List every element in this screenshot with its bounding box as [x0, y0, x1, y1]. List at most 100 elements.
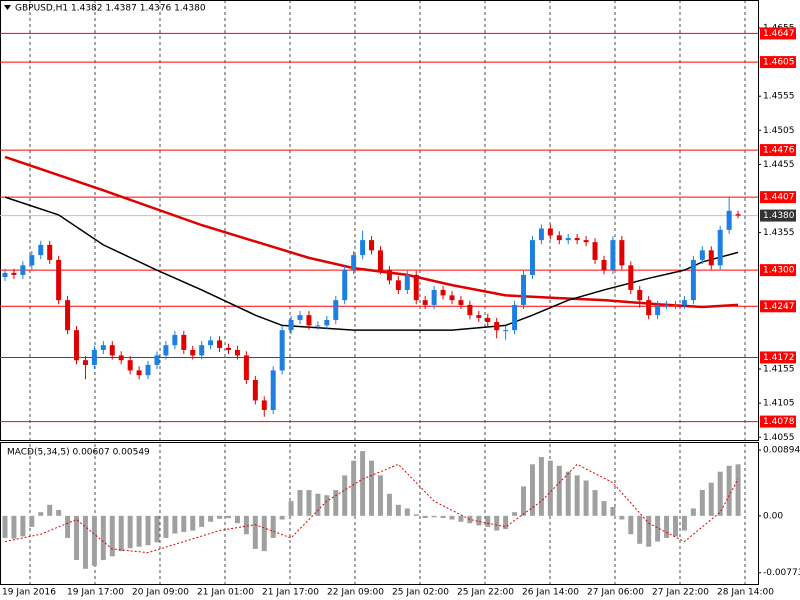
candle-body	[664, 304, 670, 306]
candle-body	[458, 300, 464, 305]
x-tick-label: 21 Jan 17:00	[262, 588, 319, 598]
level-label-box	[760, 264, 796, 277]
candle-body	[413, 274, 419, 301]
candle-body	[369, 240, 375, 251]
macd-bar	[628, 515, 634, 535]
candle-body	[91, 349, 97, 365]
candle-body	[190, 349, 196, 356]
macd-bar	[234, 515, 240, 524]
macd-bar	[369, 460, 375, 516]
candle-body	[172, 334, 178, 346]
candle-body	[521, 274, 527, 305]
candle-body	[735, 214, 741, 216]
macd-bar	[127, 515, 133, 549]
macd-bar	[619, 515, 625, 520]
macd-bar	[288, 501, 294, 516]
macd-bar	[261, 515, 267, 552]
macd-bar	[154, 515, 160, 543]
macd-bar	[592, 490, 598, 516]
macd-bar	[664, 515, 670, 538]
macd-bar	[91, 515, 97, 566]
macd-bar	[440, 515, 446, 519]
level-label-box	[760, 415, 796, 428]
macd-bar	[449, 515, 455, 520]
macd-bar	[583, 480, 589, 516]
candle-body	[333, 300, 339, 320]
candle-body	[56, 259, 62, 301]
candle-body	[29, 255, 35, 266]
macd-bar	[351, 460, 357, 516]
macd-bar	[386, 493, 392, 516]
macd-bar	[717, 471, 723, 516]
macd-bar	[699, 490, 705, 516]
candle-body	[565, 238, 571, 241]
x-tick-label: 20 Jan 09:00	[132, 588, 189, 598]
chart-title: GBPUSD,H1 1.4382 1.4387 1.4376 1.4380	[15, 4, 206, 14]
macd-bar	[226, 515, 231, 519]
level-label-box	[760, 144, 796, 157]
level-label: 1.4078	[763, 417, 795, 427]
candle-body	[360, 240, 366, 256]
candle-body	[503, 330, 509, 332]
candle-body	[315, 325, 321, 327]
macd-bar	[82, 515, 88, 569]
macd-bar	[360, 451, 366, 516]
candle-body	[673, 304, 678, 306]
x-tick-label: 19 Jan 17:00	[67, 588, 124, 598]
macd-bar	[610, 507, 616, 516]
candle-body	[556, 235, 562, 241]
macd-bar	[172, 515, 178, 534]
level-label: 1.4476	[763, 146, 795, 156]
level-label: 1.4300	[763, 266, 795, 276]
macd-bar	[726, 465, 732, 516]
macd-bar	[547, 460, 553, 516]
candle-body	[646, 300, 652, 316]
candle-body	[655, 304, 661, 316]
candle-body	[47, 244, 53, 260]
candle-body	[118, 355, 124, 361]
macd-bar	[29, 515, 35, 527]
x-tick-label: 28 Jan 14:00	[717, 588, 774, 598]
macd-bar	[38, 512, 44, 516]
macd-bar	[243, 515, 249, 535]
macd-bar	[431, 515, 437, 518]
candle-body	[386, 270, 392, 281]
candle-body	[217, 340, 223, 348]
candle-body	[529, 240, 535, 275]
candle-body	[297, 315, 303, 320]
level-label-box	[760, 351, 796, 364]
macd-panel-border	[0, 442, 759, 585]
macd-bar	[217, 515, 223, 519]
macd-bar	[690, 508, 696, 516]
macd-bar	[297, 490, 303, 516]
candle-body	[494, 321, 500, 331]
macd-bar	[485, 515, 491, 527]
macd-bar	[735, 464, 741, 516]
candle-body	[610, 240, 616, 271]
candle-body	[38, 244, 44, 256]
macd-bar	[422, 515, 428, 519]
macd-bar	[529, 464, 535, 516]
y-tick-label: 1.4105	[763, 399, 795, 409]
level-label: 1.4172	[763, 353, 795, 363]
candle-body	[82, 360, 88, 365]
macd-bar	[208, 515, 214, 522]
candle-body	[127, 360, 133, 371]
x-tick-label: 27 Jan 22:00	[652, 588, 709, 598]
macd-bar	[521, 486, 527, 516]
candle-body	[11, 272, 17, 275]
level-label-box	[760, 191, 796, 204]
indicator-title: MACD(5,34,5) 0.00607 0.00549	[7, 448, 150, 458]
macd-bar	[494, 515, 500, 531]
macd-bar	[190, 515, 196, 531]
macd-bar	[270, 515, 276, 538]
level-label: 1.4605	[763, 58, 795, 68]
macd-bar	[100, 515, 106, 560]
macd-bar	[109, 515, 115, 557]
candle-body	[395, 280, 401, 290]
x-tick-label: 26 Jan 14:00	[522, 588, 579, 598]
macd-bar	[163, 515, 169, 538]
macd-bar	[574, 475, 580, 516]
macd-bar	[565, 471, 571, 516]
candle-body	[726, 210, 732, 230]
